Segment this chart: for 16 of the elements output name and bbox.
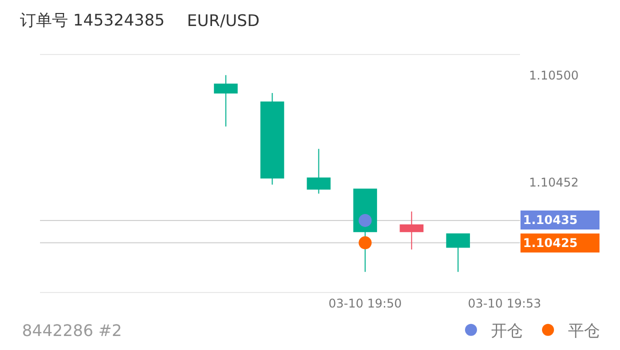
y-tick-label: 1.10500	[529, 68, 579, 82]
chart-title: 订单号 145324385	[20, 10, 165, 30]
candlestick	[400, 211, 424, 250]
x-tick-label: 03-10 19:53	[468, 296, 542, 310]
text: 8442286 #2	[22, 321, 122, 340]
candlestick	[260, 92, 284, 186]
x-tick-label: 03-10 19:50	[328, 296, 402, 310]
legend-label: 平仓	[568, 321, 600, 340]
ref-line-label: 1.10435	[523, 213, 578, 227]
candlestick	[306, 148, 331, 194]
y-tick-label: 1.10452	[529, 176, 579, 190]
candlestick	[214, 74, 238, 128]
ref-line-label: 1.10425	[523, 236, 578, 250]
legend-label: 开仓	[491, 321, 523, 340]
chart-subtitle: EUR/USD	[187, 11, 260, 30]
candlestick	[446, 233, 470, 272]
